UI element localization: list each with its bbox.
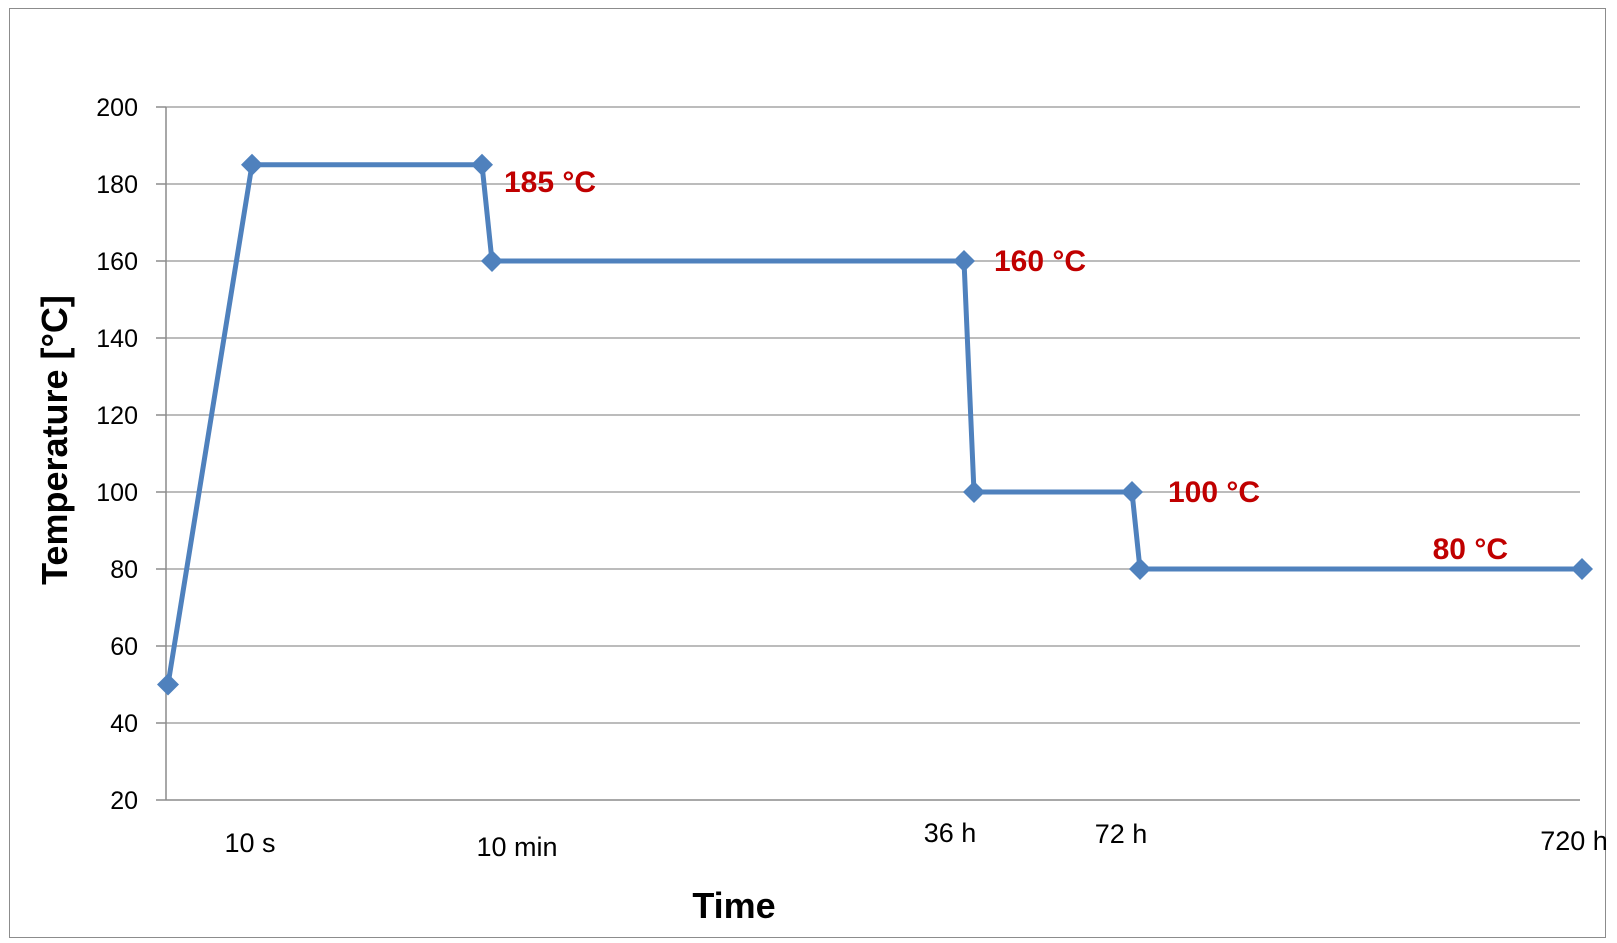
y-tick-label-100: 100 — [96, 479, 138, 507]
axes — [156, 106, 1580, 801]
y-tick-label-120: 120 — [96, 402, 138, 430]
y-tick-label-140: 140 — [96, 325, 138, 353]
data-labels: 185 °C 160 °C 100 °C 80 °C — [504, 166, 1508, 566]
x-tick-label-4: 720 h — [1540, 826, 1608, 856]
series-markers — [157, 153, 1593, 696]
y-tick-label-80: 80 — [110, 556, 138, 584]
data-label-3: 80 °C — [1433, 533, 1508, 566]
y-tick-labels: 20 40 60 80 100 120 140 160 180 200 — [96, 94, 138, 815]
y-tick-label-60: 60 — [110, 633, 138, 661]
y-tick-label-180: 180 — [96, 171, 138, 199]
temperature-series — [165, 162, 1582, 685]
data-label-1: 160 °C — [994, 245, 1086, 278]
data-point-5 — [963, 481, 985, 503]
data-point-4 — [953, 250, 975, 272]
data-point-0 — [157, 673, 179, 696]
data-point-2 — [471, 153, 493, 176]
y-tick-label-20: 20 — [110, 787, 138, 815]
y-tick-label-160: 160 — [96, 248, 138, 276]
data-point-3 — [481, 250, 503, 272]
data-point-7 — [1129, 558, 1151, 580]
data-label-0: 185 °C — [504, 166, 596, 199]
data-point-8 — [1571, 558, 1593, 580]
y-tick-label-200: 200 — [96, 94, 138, 122]
data-point-6 — [1121, 481, 1143, 503]
x-tick-label-3: 72 h — [1095, 819, 1148, 849]
temperature-line — [165, 162, 1582, 685]
y-axis-title: Temperature [°C] — [34, 295, 75, 585]
y-tick-label-40: 40 — [110, 710, 138, 738]
data-point-1 — [241, 153, 263, 176]
x-tick-label-2: 36 h — [924, 818, 977, 848]
x-axis-title: Time — [692, 885, 775, 926]
x-tick-label-1: 10 min — [476, 832, 557, 862]
gridlines — [166, 106, 1580, 724]
x-tick-labels: 10 s 10 min 36 h 72 h 720 h — [224, 818, 1607, 862]
x-tick-label-0: 10 s — [224, 828, 275, 858]
data-label-2: 100 °C — [1168, 476, 1260, 509]
